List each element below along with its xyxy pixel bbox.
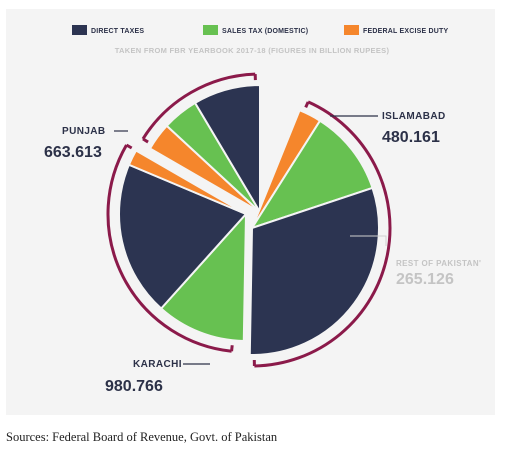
legend-label-direct-taxes: DIRECT TAXES bbox=[91, 28, 144, 35]
slice-islamabad-direct-taxes bbox=[193, 83, 261, 216]
legend-swatch-direct-taxes bbox=[72, 25, 87, 35]
legend: DIRECT TAXES SALES TAX (DOMESTIC) FEDERA… bbox=[72, 25, 448, 35]
punjab-bracket bbox=[106, 144, 232, 353]
karachi-label: KARACHI bbox=[133, 359, 182, 370]
islamabad-label: ISLAMABAD bbox=[382, 111, 446, 122]
legend-swatch-federal-excise bbox=[344, 25, 359, 35]
pie-slices bbox=[118, 83, 380, 356]
punjab-bracket-end bbox=[125, 143, 133, 150]
karachi-value: 980.766 bbox=[105, 378, 163, 395]
region-brackets bbox=[106, 72, 392, 368]
islamabad-bracket bbox=[141, 72, 256, 140]
islamabad-bracket-end bbox=[142, 137, 149, 144]
slice-karachi-sales-tax-domestic bbox=[249, 119, 374, 230]
legend-label-sales-tax: SALES TAX (DOMESTIC) bbox=[222, 28, 308, 35]
karachi-bracket-end bbox=[304, 101, 310, 109]
punjab-value: 663.613 bbox=[44, 144, 102, 161]
punjab-bracket-end bbox=[230, 345, 234, 352]
slice-punjab-sales-tax-domestic bbox=[159, 211, 248, 342]
source-note: Sources: Federal Board of Revenue, Govt.… bbox=[6, 430, 278, 444]
punjab-label: PUNJAB bbox=[62, 126, 106, 137]
rest-connector bbox=[350, 235, 387, 246]
karachi-bracket bbox=[254, 100, 392, 368]
slice-punjab-federal-excise-duty bbox=[127, 149, 247, 215]
rest-of-pakistan-value: 265.126 bbox=[396, 271, 454, 288]
rest-of-pakistan-label: REST OF PAKISTAN' bbox=[396, 259, 481, 268]
islamabad-value: 480.161 bbox=[382, 129, 440, 146]
legend-label-federal-excise: FEDERAL EXCISE DUTY bbox=[363, 28, 448, 35]
slice-karachi-direct-taxes bbox=[248, 186, 380, 356]
legend-swatch-sales-tax bbox=[203, 25, 218, 35]
chart-subtitle: TAKEN FROM FBR YEARBOOK 2017-18 (FIGURES… bbox=[115, 46, 390, 55]
